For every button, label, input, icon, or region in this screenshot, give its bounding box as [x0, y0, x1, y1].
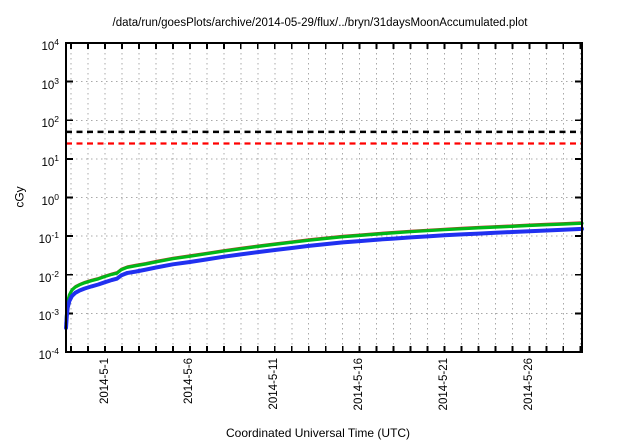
x-tick-label: 2014-5-26 [522, 358, 535, 411]
x-tick-label: 2014-5-21 [438, 358, 450, 411]
x-tick-label: 2014-5-16 [353, 358, 366, 411]
y-tick-label: 103 [41, 75, 59, 92]
series-green [64, 221, 584, 325]
y-tick-label: 10-1 [38, 230, 59, 246]
x-tick-label: 2014-5-6 [183, 358, 196, 405]
series-blue [64, 226, 584, 330]
y-tick-label: 101 [41, 152, 59, 169]
y-tick-label: 10-3 [38, 307, 59, 324]
x-tick-label: 2014-5-1 [98, 358, 111, 405]
x-tick-label: 2014-5-11 [268, 358, 281, 410]
y-tick-label: 10-4 [38, 346, 59, 362]
plot-border [65, 42, 583, 353]
plot-title: /data/run/goesPlots/archive/2014-05-29/f… [112, 17, 528, 29]
y-tick-label: 102 [41, 114, 59, 131]
x-axis-label: Coordinated Universal Time (UTC) [226, 426, 411, 440]
y-tick-label: 10-2 [38, 268, 59, 285]
y-tick-label: 100 [41, 191, 59, 208]
y-tick-label: 104 [41, 37, 59, 53]
